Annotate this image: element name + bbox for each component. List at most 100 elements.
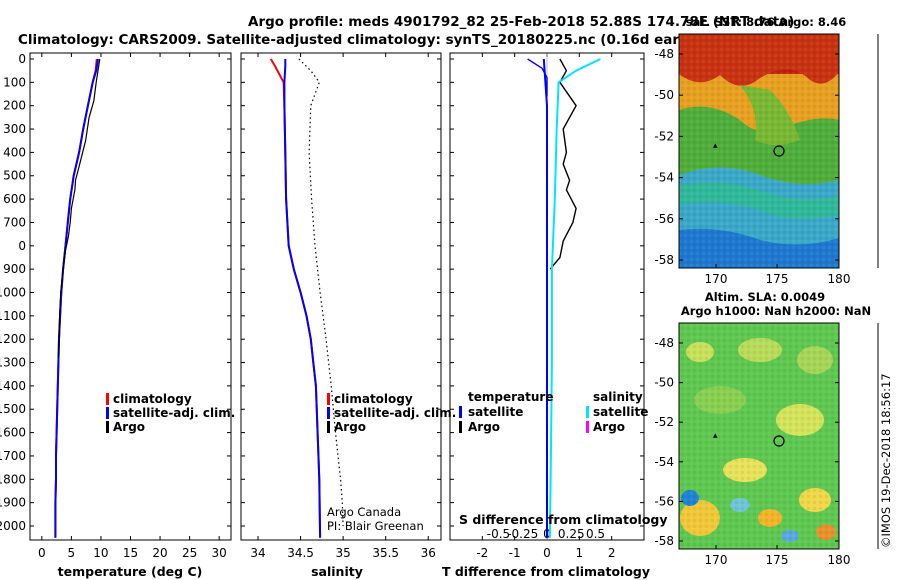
- x-tick-label: 30: [212, 546, 227, 560]
- map-x-tick-label: 170: [705, 272, 728, 286]
- imos-timestamp: ©IMOS 19-Dec-2018 18:56:17: [879, 373, 893, 548]
- y-tick-label: 400: [3, 145, 26, 159]
- legend-label-temp-argo: Argo: [468, 420, 500, 434]
- temperature-axis-label: temperature (deg C): [58, 564, 203, 579]
- salinity-climatology-line: [269, 58, 322, 538]
- map-y-tick-label: -52: [654, 129, 674, 143]
- y-tick-label: 1500: [0, 402, 26, 416]
- legend-swatch-argo: [106, 421, 109, 433]
- x-tick-label: 35.5: [372, 546, 399, 560]
- sst-map-ticks: 170 175 180 -48 -50 -52 -54 -56 -58: [654, 34, 879, 286]
- x2-tick-label: 0.5: [586, 527, 605, 541]
- sst-map: ▴: [678, 33, 840, 269]
- figure-title-line1: Argo profile: meds 4901792_82 25-Feb-201…: [248, 14, 794, 30]
- x-tick-label: 0: [38, 546, 46, 560]
- legend-swatch-argo: [327, 421, 330, 433]
- profile-series: [54, 53, 601, 540]
- x-tick-label: 35: [335, 546, 350, 560]
- map-y-tick-label: -58: [654, 253, 674, 267]
- x-tick-label: 20: [152, 546, 167, 560]
- credit-pi: PI: Blair Greenan: [327, 519, 424, 533]
- map-y-tick-label: -48: [654, 336, 674, 350]
- legend-swatch-sal-satellite: [586, 406, 589, 418]
- sst-map-title: sat. SST: 8.76 Argo: 8.46: [686, 15, 846, 29]
- y-tick-label: 300: [3, 122, 26, 136]
- map-y-tick-label: -58: [654, 534, 674, 548]
- map-y-tick-label: -48: [654, 47, 674, 61]
- legend-swatch-satellite: [327, 407, 330, 419]
- legend-swatch-temp-satellite: [459, 406, 462, 418]
- map-y-tick-label: -50: [654, 376, 674, 390]
- map-y-tick-label: -52: [654, 415, 674, 429]
- sla-map-ticks: 170 175 180 -48 -50 -52 -54 -56 -58: [654, 323, 879, 567]
- legend-label-climatology: climatology: [334, 392, 413, 406]
- map-y-tick-label: -56: [654, 494, 674, 508]
- argo-location-marker: [773, 145, 785, 157]
- legend-swatch-sal-argo: [586, 421, 589, 433]
- map-y-tick-label: -50: [654, 88, 674, 102]
- y-tick-label: 1800: [0, 472, 26, 486]
- sst-land-mark: ▴: [713, 141, 718, 151]
- y-tick-label: 1400: [0, 379, 26, 393]
- sla-map: ▴: [678, 322, 840, 550]
- salinity-axis-label: salinity: [311, 564, 363, 579]
- legend-label-sal-satellite: satellite: [593, 405, 648, 419]
- sla-map-title-line1: Altim. SLA: 0.0049: [705, 290, 825, 304]
- legend-swatch-satellite: [106, 407, 109, 419]
- legend-swatch-climatology: [327, 393, 330, 405]
- salinity-argo-line: [527, 58, 548, 97]
- sla-texture: [679, 323, 839, 549]
- sla-land-mark: ▴: [713, 431, 718, 441]
- salinity-satellite-adj-clim--line: [283, 59, 322, 538]
- x2-tick-label: 0.25: [558, 527, 585, 541]
- y-tick-label: 1100: [0, 309, 26, 323]
- x-tick-label: -2: [476, 546, 488, 560]
- y-tick-label: 1700: [0, 449, 26, 463]
- x2-tick-label: -0.25: [507, 527, 538, 541]
- temperature-argo-line: [549, 58, 577, 270]
- sla-map-frame: [678, 322, 840, 550]
- legend-label-climatology: climatology: [113, 392, 192, 406]
- y-tick-label: 0: [18, 239, 26, 253]
- x-tick-label: -1: [509, 546, 521, 560]
- x-tick-label: 34: [250, 546, 265, 560]
- map-x-tick-label: 180: [828, 553, 851, 567]
- x-tick-label: 15: [123, 546, 138, 560]
- salinity-argo-line: [298, 58, 344, 527]
- y-tick-label: 500: [3, 169, 26, 183]
- map-y-tick-label: -54: [654, 171, 674, 185]
- temperature-satellite-line: [542, 58, 548, 538]
- s-difference-axis-title: S difference from climatology: [459, 512, 668, 527]
- temperature-satellite-adj-clim--line: [54, 58, 99, 538]
- x-tick-label: 25: [182, 546, 197, 560]
- difference-legend: temperature satellite Argo salinity sate…: [459, 390, 648, 434]
- t-difference-axis-label: T difference from climatology: [442, 564, 650, 579]
- legend-label-satellite: satellite-adj. clim.: [113, 406, 235, 420]
- salinity-satellite-line: [548, 58, 601, 538]
- y-tick-label: 100: [3, 75, 26, 89]
- map-y-tick-label: -54: [654, 455, 674, 469]
- y-tick-label: 1600: [0, 426, 26, 440]
- x-tick-label: 34.5: [287, 546, 314, 560]
- figure-title-line2: Climatology: CARS2009. Satellite-adjuste…: [18, 32, 710, 48]
- legend-swatch-climatology: [106, 393, 109, 405]
- legend-swatch-temp-argo: [459, 421, 462, 433]
- y-tick-label: 0: [18, 52, 26, 66]
- argo-location-marker: [773, 435, 785, 447]
- y-tick-label: 1000: [0, 285, 26, 299]
- salinity-legend: climatology satellite-adj. clim. Argo: [327, 392, 456, 434]
- legend-heading-salinity: salinity: [593, 390, 643, 404]
- axis-ticks: 0100200300400500600700090010001100120013…: [0, 52, 644, 560]
- x-tick-label: 5: [68, 546, 76, 560]
- y-tick-label: 200: [3, 99, 26, 113]
- map-x-tick-label: 175: [766, 553, 789, 567]
- legend-label-temp-satellite: satellite: [468, 405, 523, 419]
- map-x-tick-label: 170: [705, 553, 728, 567]
- y-tick-label: 2000: [0, 519, 26, 533]
- y-tick-label: 1200: [0, 332, 26, 346]
- temperature-legend: climatology satellite-adj. clim. Argo: [106, 392, 235, 434]
- map-x-tick-label: 180: [828, 272, 851, 286]
- legend-label-satellite: satellite-adj. clim.: [334, 406, 456, 420]
- credit-argo-canada: Argo Canada: [327, 505, 401, 519]
